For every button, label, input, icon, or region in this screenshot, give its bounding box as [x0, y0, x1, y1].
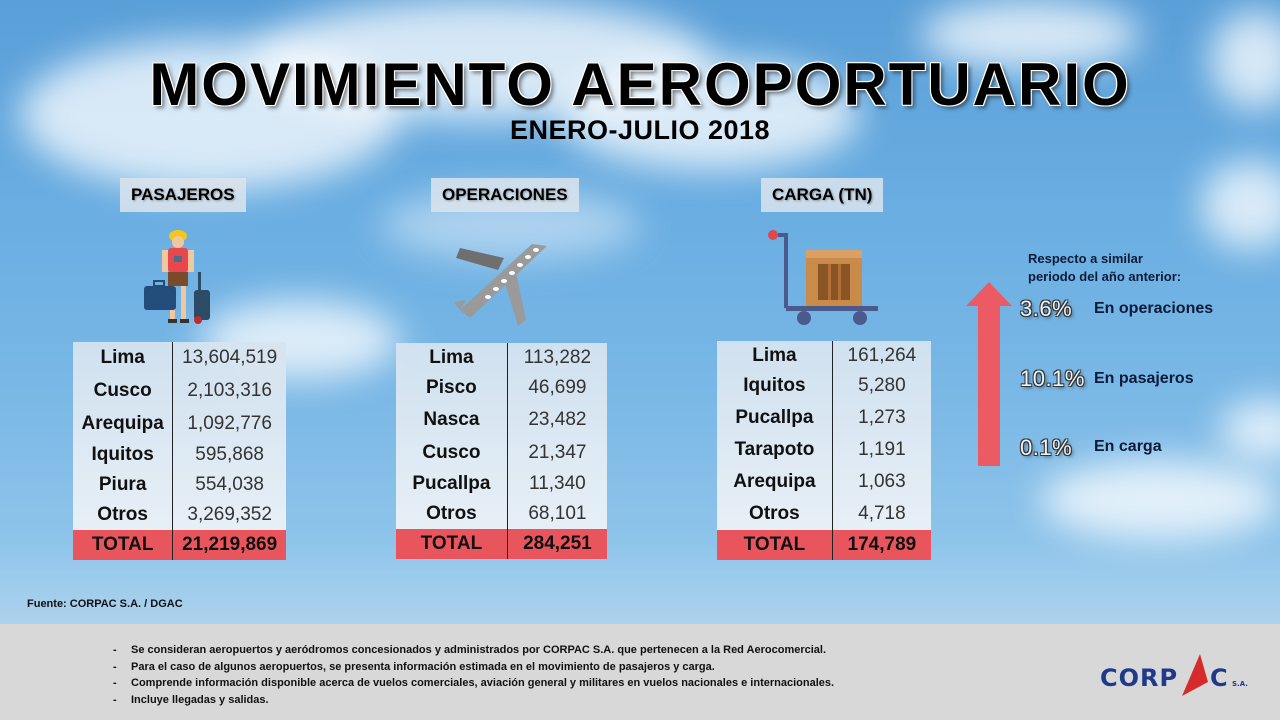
- airport-name: Arequipa: [717, 466, 833, 498]
- airport-name: Pisco: [396, 373, 508, 403]
- table-row: Iquitos 5,280: [717, 371, 931, 401]
- operaciones-table: Lima 113,282 Pisco 46,699 Nasca 23,482 Cusc…: [396, 343, 607, 559]
- table-row: Iquitos 595,868: [73, 440, 286, 470]
- airport-value: 1,063: [858, 471, 906, 492]
- airport-value: 1,191: [858, 439, 906, 460]
- table-row: Pucallpa 11,340: [396, 469, 607, 499]
- airport-value: 113,282: [523, 347, 592, 368]
- airport-name: Lima: [396, 343, 508, 373]
- airport-name: Piura: [73, 470, 174, 500]
- footnote: Incluye llegadas y salidas.: [113, 692, 834, 709]
- table-row: Otros 4,718: [717, 498, 931, 530]
- total-value: 174,789: [832, 530, 931, 560]
- total-row: TOTAL 284,251: [396, 529, 607, 559]
- table-row: Pucallpa 1,273: [717, 401, 931, 434]
- airport-value: 13,604,519: [182, 347, 278, 368]
- airport-name: Lima: [73, 342, 174, 374]
- page-subtitle: ENERO-JULIO 2018: [509, 115, 771, 145]
- airport-value: 554,038: [195, 474, 264, 495]
- total-row: TOTAL 174,789: [717, 530, 931, 560]
- airport-value: 68,101: [528, 503, 587, 524]
- table-row: Otros 3,269,352: [73, 500, 286, 530]
- airport-name: Arequipa: [73, 408, 174, 440]
- airport-value: 161,264: [847, 345, 917, 366]
- table-row: Otros 68,101: [396, 499, 607, 529]
- airport-value: 1,092,776: [187, 413, 272, 434]
- footnotes-list: Se consideran aeropuertos y aeródromos c…: [113, 642, 834, 708]
- table-row: Tarapoto 1,191: [717, 434, 931, 466]
- airport-name: Cusco: [73, 374, 174, 408]
- up-arrow-icon: [966, 282, 1012, 466]
- airport-name: Tarapoto: [717, 434, 833, 466]
- total-value: 284,251: [507, 529, 607, 559]
- table-row: Arequipa 1,092,776: [73, 408, 286, 440]
- footnote: Para el caso de algunos aeropuertos, se …: [113, 659, 834, 676]
- table-row: Lima 13,604,519: [73, 342, 286, 374]
- total-label: TOTAL: [717, 530, 833, 560]
- airport-name: Otros: [396, 499, 508, 529]
- footnote: Se consideran aeropuertos y aeródromos c…: [113, 642, 834, 659]
- table-row: Pisco 46,699: [396, 373, 607, 403]
- growth-pct-pasajeros: 10.1%: [1020, 366, 1085, 391]
- cargo-cart-icon: [768, 230, 878, 325]
- total-value: 21,219,869: [172, 530, 286, 560]
- pasajeros-table: Lima 13,604,519 Cusco 2,103,316 Arequipa 1,…: [73, 342, 286, 560]
- airport-value: 4,718: [858, 503, 906, 524]
- table-row: Lima 161,264: [717, 341, 931, 371]
- logo-text: CORP: [1100, 664, 1178, 692]
- airport-value: 1,273: [858, 406, 906, 428]
- total-row: TOTAL 21,219,869: [73, 530, 286, 560]
- table-row: Arequipa 1,063: [717, 466, 931, 498]
- airport-name: Nasca: [396, 403, 508, 437]
- growth-heading-line1: Respecto a similar: [1028, 251, 1143, 266]
- section-label-carga: CARGA (TN): [761, 178, 884, 212]
- total-label: TOTAL: [396, 529, 508, 559]
- table-row: Piura 554,038: [73, 470, 286, 500]
- airport-name: Pucallpa: [717, 401, 833, 434]
- growth-heading: Respecto a similar periodo del año anter…: [1028, 250, 1181, 286]
- total-label: TOTAL: [73, 530, 174, 560]
- airport-name: Cusco: [396, 437, 508, 469]
- airplane-icon: [454, 244, 547, 326]
- logo-suffix: S.A.: [1232, 680, 1248, 688]
- airport-value: 46,699: [528, 377, 587, 398]
- growth-pct-operaciones: 3.6%: [1020, 296, 1073, 321]
- airport-value: 5,280: [858, 375, 906, 396]
- carga-table: Lima 161,264 Iquitos 5,280 Pucallpa 1,273 T…: [717, 341, 931, 560]
- airport-value: 2,103,316: [187, 380, 272, 401]
- footnote: Comprende información disponible acerca …: [113, 675, 834, 692]
- growth-heading-line2: periodo del año anterior:: [1028, 269, 1182, 284]
- traveler-with-luggage-icon: [144, 230, 210, 324]
- table-row: Nasca 23,482: [396, 403, 607, 437]
- section-label-operaciones: OPERACIONES: [431, 178, 579, 212]
- svg-text:C: C: [1210, 664, 1228, 692]
- corpac-logo: CORP C S.A.: [1100, 652, 1260, 702]
- airport-name: Lima: [717, 341, 833, 371]
- section-label-pasajeros: PASAJEROS: [120, 178, 246, 212]
- airport-name: Iquitos: [73, 440, 174, 470]
- airport-name: Iquitos: [717, 371, 833, 401]
- page-title: MOVIMIENTO AEROPORTUARIO: [149, 51, 1131, 118]
- airport-name: Otros: [717, 498, 833, 530]
- growth-label-carga: En carga: [1094, 438, 1162, 455]
- growth-label-operaciones: En operaciones: [1094, 300, 1214, 317]
- airport-value: 595,868: [195, 444, 264, 465]
- airport-value: 11,340: [529, 473, 586, 494]
- airport-name: Otros: [73, 500, 174, 530]
- airport-value: 23,482: [528, 409, 587, 430]
- table-row: Cusco 21,347: [396, 437, 607, 469]
- airport-value: 3,269,352: [187, 504, 272, 525]
- source-note: Fuente: CORPAC S.A. / DGAC: [27, 598, 183, 610]
- table-row: Lima 113,282: [396, 343, 607, 373]
- airport-name: Pucallpa: [396, 469, 508, 499]
- growth-pct-carga: 0.1%: [1020, 435, 1073, 460]
- airport-value: 21,347: [528, 442, 587, 463]
- table-row: Cusco 2,103,316: [73, 374, 286, 408]
- growth-label-pasajeros: En pasajeros: [1094, 370, 1194, 387]
